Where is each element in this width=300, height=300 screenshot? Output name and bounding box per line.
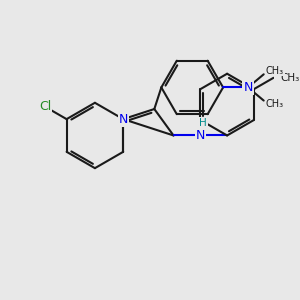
Text: N: N bbox=[196, 129, 206, 142]
Text: CH₃: CH₃ bbox=[280, 73, 300, 83]
Text: Cl: Cl bbox=[39, 100, 51, 113]
Text: CH₃: CH₃ bbox=[266, 99, 284, 109]
Text: CH₃: CH₃ bbox=[266, 66, 284, 76]
Text: N: N bbox=[118, 112, 128, 126]
Text: H: H bbox=[199, 118, 207, 128]
Text: N: N bbox=[118, 112, 128, 126]
Text: N: N bbox=[243, 81, 253, 94]
